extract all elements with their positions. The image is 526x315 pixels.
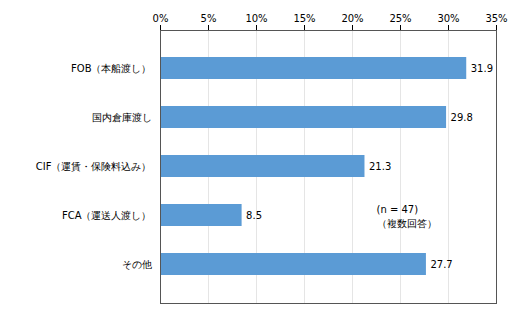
svg-text:27.7: 27.7 bbox=[430, 259, 452, 270]
svg-text:国内倉庫渡し: 国内倉庫渡し bbox=[92, 112, 152, 123]
svg-text:21.3: 21.3 bbox=[369, 161, 391, 172]
svg-text:FOB（本船渡し）: FOB（本船渡し） bbox=[71, 63, 151, 74]
svg-text:29.8: 29.8 bbox=[451, 112, 473, 123]
svg-text:15%: 15% bbox=[293, 13, 315, 24]
svg-text:20%: 20% bbox=[341, 13, 363, 24]
svg-text:31.9: 31.9 bbox=[471, 63, 493, 74]
svg-text:その他: その他 bbox=[122, 259, 152, 270]
svg-text:CIF（運賃・保険料込み）: CIF（運賃・保険料込み） bbox=[36, 161, 152, 172]
svg-text:5%: 5% bbox=[201, 13, 217, 24]
svg-text:10%: 10% bbox=[245, 13, 267, 24]
svg-text:0%: 0% bbox=[153, 13, 169, 24]
svg-text:35%: 35% bbox=[485, 13, 507, 24]
svg-text:FCA（運送人渡し）: FCA（運送人渡し） bbox=[62, 210, 152, 221]
svg-text:30%: 30% bbox=[437, 13, 459, 24]
svg-text:(n = 47)（複数回答）: (n = 47)（複数回答） bbox=[377, 204, 437, 229]
svg-text:8.5: 8.5 bbox=[246, 210, 262, 221]
svg-text:25%: 25% bbox=[389, 13, 411, 24]
